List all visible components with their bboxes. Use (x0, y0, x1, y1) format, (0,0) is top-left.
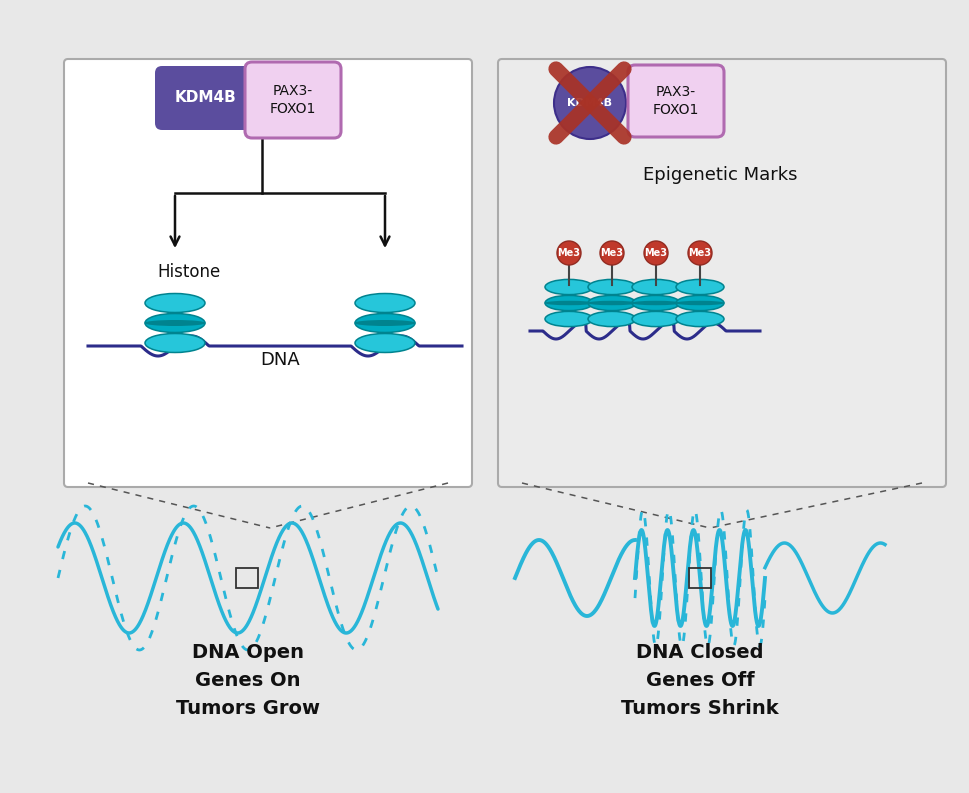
Text: DNA Open
Genes On
Tumors Grow: DNA Open Genes On Tumors Grow (175, 643, 320, 718)
Ellipse shape (354, 320, 416, 326)
Text: Me3: Me3 (600, 248, 623, 258)
Ellipse shape (545, 279, 592, 295)
Bar (235, 568, 258, 588)
Text: Me3: Me3 (557, 248, 579, 258)
Ellipse shape (632, 279, 679, 295)
FancyBboxPatch shape (245, 62, 341, 138)
FancyBboxPatch shape (155, 66, 257, 130)
Text: DNA: DNA (260, 351, 299, 369)
Ellipse shape (545, 296, 592, 311)
Ellipse shape (544, 301, 593, 305)
Text: Me3: Me3 (643, 248, 667, 258)
Ellipse shape (587, 296, 636, 311)
Ellipse shape (587, 301, 636, 305)
Circle shape (643, 241, 668, 265)
Ellipse shape (355, 313, 415, 332)
Text: PAX3-
FOXO1: PAX3- FOXO1 (652, 86, 699, 117)
Ellipse shape (144, 293, 204, 312)
Ellipse shape (674, 301, 724, 305)
FancyBboxPatch shape (497, 59, 945, 487)
Ellipse shape (632, 312, 679, 327)
Circle shape (600, 241, 623, 265)
Ellipse shape (675, 296, 723, 311)
Text: PAX3-
FOXO1: PAX3- FOXO1 (269, 84, 316, 116)
FancyBboxPatch shape (627, 65, 723, 137)
Ellipse shape (355, 334, 415, 353)
Ellipse shape (144, 320, 205, 326)
Ellipse shape (632, 296, 679, 311)
Ellipse shape (545, 312, 592, 327)
Ellipse shape (675, 279, 723, 295)
Text: DNA Closed
Genes Off
Tumors Shrink: DNA Closed Genes Off Tumors Shrink (620, 643, 778, 718)
Ellipse shape (144, 313, 204, 332)
Ellipse shape (631, 301, 680, 305)
Ellipse shape (675, 312, 723, 327)
Circle shape (553, 67, 625, 139)
Ellipse shape (355, 293, 415, 312)
Text: Me3: Me3 (688, 248, 711, 258)
Circle shape (556, 241, 580, 265)
Text: KDM4B: KDM4B (175, 90, 236, 105)
Text: KDM4B: KDM4B (567, 98, 611, 108)
Bar (688, 568, 710, 588)
Circle shape (687, 241, 711, 265)
Text: Epigenetic Marks: Epigenetic Marks (642, 166, 797, 184)
Text: Histone: Histone (157, 263, 220, 281)
Ellipse shape (587, 279, 636, 295)
Ellipse shape (587, 312, 636, 327)
Ellipse shape (144, 334, 204, 353)
FancyBboxPatch shape (64, 59, 472, 487)
